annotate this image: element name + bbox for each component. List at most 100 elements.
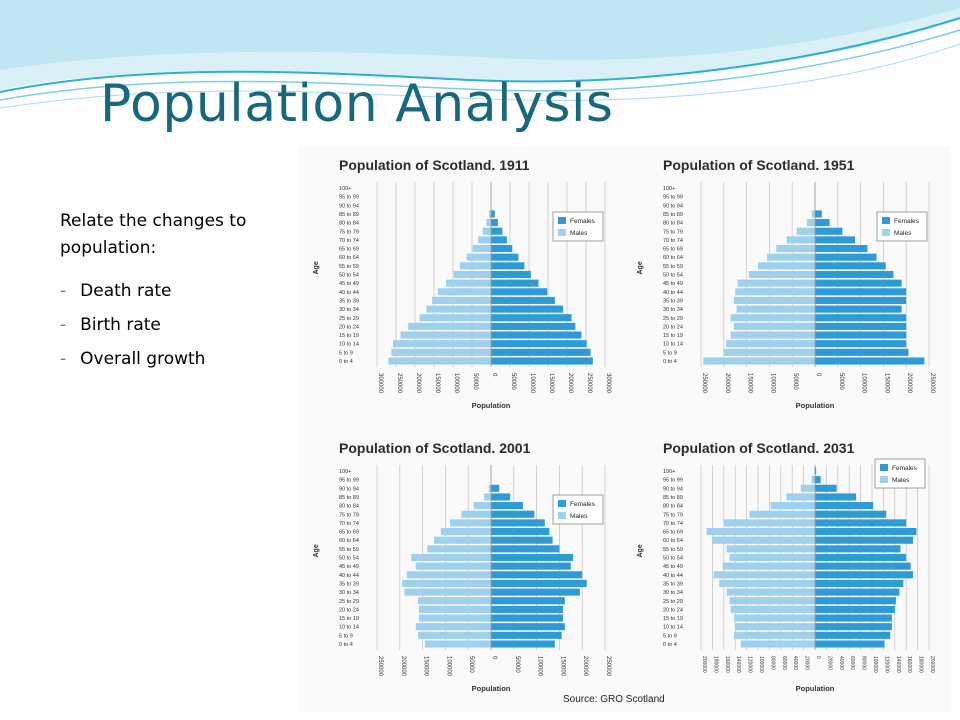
female-bar xyxy=(491,322,576,330)
legend-box xyxy=(876,211,928,242)
male-bar xyxy=(400,331,491,339)
list-item: - Overall growth xyxy=(60,342,300,376)
age-tick-label: 60 to 64 xyxy=(339,255,359,261)
x-axis-label: Population xyxy=(472,401,511,410)
age-tick-label: 10 to 14 xyxy=(339,625,359,631)
female-bar xyxy=(491,305,564,313)
x-tick-label: 100000 xyxy=(872,656,878,673)
age-tick-label: 55 to 59 xyxy=(663,264,683,270)
male-bar xyxy=(427,545,491,553)
age-tick-label: 100+ xyxy=(339,469,351,475)
female-bar xyxy=(815,288,907,296)
male-bar xyxy=(466,253,491,261)
female-bar xyxy=(491,288,548,296)
pyramid-charts: Population of Scotland. 1911 0 to 4 5 to 9… xyxy=(313,157,935,693)
age-tick-label: 25 to 29 xyxy=(663,316,683,322)
age-tick-label: 45 to 49 xyxy=(663,564,683,570)
age-tick-label: 25 to 29 xyxy=(663,599,683,605)
female-bar xyxy=(491,571,583,579)
legend-label-males: Males xyxy=(894,230,912,237)
x-tick-label: 200000 xyxy=(724,373,730,394)
female-bar xyxy=(815,528,917,536)
male-bar xyxy=(446,279,491,287)
age-tick-label: 65 to 69 xyxy=(663,530,683,536)
x-tick-label: 140000 xyxy=(735,656,741,673)
female-bar xyxy=(491,331,582,339)
bullet-label: Birth rate xyxy=(80,315,161,335)
age-tick-label: 25 to 29 xyxy=(339,316,359,322)
x-tick-label: 180000 xyxy=(712,656,718,673)
male-bar xyxy=(432,296,491,304)
bullet-label: Death rate xyxy=(80,281,172,301)
chart-title: Population of Scotland. 2031 xyxy=(663,440,855,456)
x-tick-label: 40000 xyxy=(792,656,798,670)
age-tick-label: 75 to 79 xyxy=(663,229,683,235)
female-bar xyxy=(815,245,868,253)
male-bar xyxy=(730,605,815,613)
female-bar xyxy=(815,340,907,348)
female-bar xyxy=(491,597,565,605)
female-bar xyxy=(815,553,907,562)
female-bar xyxy=(491,227,503,235)
female-bar xyxy=(815,348,909,356)
female-bar xyxy=(815,545,901,553)
chart-title: Population of Scotland. 2001 xyxy=(339,440,531,456)
legend-swatch-males xyxy=(558,229,566,236)
age-tick-label: 5 to 9 xyxy=(663,633,677,639)
male-bar xyxy=(482,227,491,235)
x-tick-label: 60000 xyxy=(781,656,787,670)
female-bar xyxy=(815,227,843,235)
x-axis-label: Population xyxy=(796,684,835,693)
x-tick-label: 250000 xyxy=(396,373,402,394)
x-tick-label: 60000 xyxy=(849,656,855,670)
male-bar xyxy=(748,270,815,279)
x-tick-label: 50000 xyxy=(468,656,474,673)
age-tick-label: 15 to 19 xyxy=(339,616,359,622)
age-tick-label: 15 to 19 xyxy=(663,333,683,339)
legend-swatch-males xyxy=(882,229,890,236)
female-bar xyxy=(491,519,545,527)
bullet-dash: - xyxy=(60,281,67,301)
age-tick-label: 70 to 74 xyxy=(339,238,359,244)
age-tick-label: 65 to 69 xyxy=(663,247,683,253)
female-bar xyxy=(815,579,904,587)
x-tick-label: 200000 xyxy=(582,656,588,677)
female-bar xyxy=(815,519,907,527)
x-tick-label: 80000 xyxy=(861,656,867,670)
legend-label-males: Males xyxy=(570,230,588,237)
age-tick-label: 30 to 34 xyxy=(339,590,359,596)
age-tick-label: 5 to 9 xyxy=(339,350,353,356)
x-tick-label: 0 xyxy=(815,656,821,659)
x-tick-label: 100000 xyxy=(529,373,535,394)
age-tick-label: 50 to 54 xyxy=(339,273,359,279)
female-bar xyxy=(815,210,822,218)
female-bar xyxy=(491,357,593,365)
age-tick-label: 60 to 64 xyxy=(663,255,683,261)
age-tick-label: 95 to 99 xyxy=(339,195,359,201)
age-tick-label: 35 to 39 xyxy=(663,581,683,587)
x-tick-label: 200000 xyxy=(906,373,912,394)
male-bar xyxy=(449,519,491,527)
age-tick-label: 50 to 54 xyxy=(339,556,359,562)
male-bar xyxy=(411,553,491,562)
age-tick-label: 50 to 54 xyxy=(663,273,683,279)
male-bar xyxy=(418,614,491,622)
female-bar xyxy=(815,357,925,365)
male-bar xyxy=(735,623,815,631)
female-bar xyxy=(491,579,587,587)
age-tick-label: 80 to 84 xyxy=(339,221,359,227)
bullet-dash: - xyxy=(60,315,67,335)
x-tick-label: 300000 xyxy=(377,373,383,394)
female-bar xyxy=(491,640,555,648)
male-bar xyxy=(758,262,815,270)
x-tick-label: 80000 xyxy=(769,656,775,670)
age-tick-label: 65 to 69 xyxy=(339,530,359,536)
female-bar xyxy=(491,262,525,270)
male-bar xyxy=(488,484,491,492)
male-bar xyxy=(726,340,815,348)
legend-swatch-females xyxy=(882,217,890,224)
male-bar xyxy=(473,502,491,510)
age-tick-label: 90 to 94 xyxy=(339,203,359,209)
male-bar xyxy=(437,288,491,296)
male-bar xyxy=(726,588,815,596)
